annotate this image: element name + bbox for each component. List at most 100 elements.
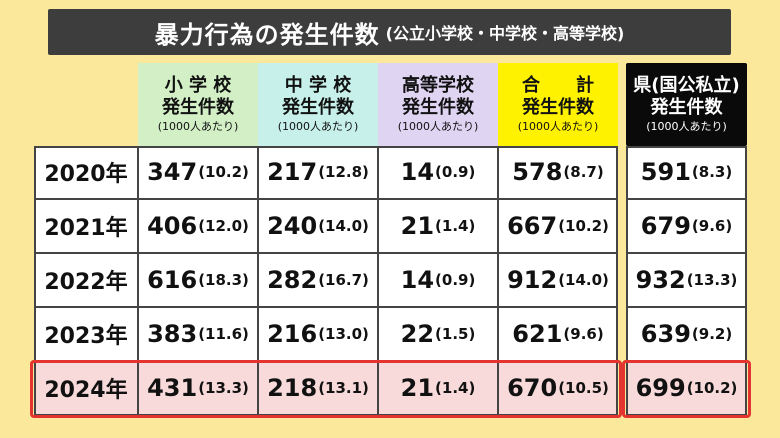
header-middle-line2: 発生件数 (282, 96, 354, 118)
total-rate: (9.6) (563, 325, 604, 343)
elementary-count: 431 (147, 374, 198, 402)
middle-cell: 282 (16.7) (258, 254, 378, 306)
middle-count: 217 (267, 158, 318, 186)
total-cell: 621 (9.6) (498, 308, 618, 360)
high-count: 14 (400, 266, 435, 294)
prefecture-count: 679 (640, 212, 691, 240)
school-violence-table: 2020年 347 (10.2) 217 (12.8) 14 (0.9) 578 (8.… (34, 146, 618, 416)
year-cell: 2022年 (44, 270, 128, 295)
header-high-line3: (1000人あたり) (397, 119, 479, 133)
year-cell: 2020年 (44, 162, 128, 187)
prefecture-table: 591 (8.3) 679 (9.6) 932 (13.3) 639 (9.2) 699… (626, 146, 747, 416)
table-row-2021: 2021年 406 (12.0) 240 (14.0) 21 (1.4) 667 (10… (34, 200, 618, 254)
header-prefecture-line3: (1000人あたり) (646, 119, 727, 133)
total-cell: 912 (14.0) (498, 254, 618, 306)
prefecture-rate: (8.3) (691, 163, 733, 181)
elementary-cell: 616 (18.3) (138, 254, 258, 306)
elementary-count: 406 (147, 212, 198, 240)
header-total-line3: (1000人あたり) (517, 119, 599, 133)
high-cell: 21 (1.4) (378, 362, 498, 414)
middle-cell: 240 (14.0) (258, 200, 378, 252)
elementary-count: 616 (147, 266, 198, 294)
prefecture-cell: 932 (13.3) (626, 254, 747, 306)
elementary-cell: 406 (12.0) (138, 200, 258, 252)
prefecture-count: 591 (640, 158, 691, 186)
header-elementary-line2: 発生件数 (162, 96, 234, 118)
column-divider (257, 146, 259, 416)
total-count: 621 (512, 320, 563, 348)
year-cell: 2024年 (44, 378, 128, 403)
elementary-count: 383 (147, 320, 198, 348)
page-subtitle: (公立小学校・中学校・高等学校) (385, 24, 625, 43)
total-count: 912 (507, 266, 558, 294)
prefecture-count: 639 (640, 320, 691, 348)
total-rate: (14.0) (558, 271, 609, 289)
high-rate: (1.4) (435, 379, 476, 397)
header-prefecture-line2: 発生件数 (650, 96, 723, 118)
table-row-2020: 2020年 347 (10.2) 217 (12.8) 14 (0.9) 578 (8.… (34, 146, 618, 200)
column-divider (377, 146, 379, 416)
middle-cell: 217 (12.8) (258, 146, 378, 198)
middle-count: 218 (267, 374, 318, 402)
pref-row-2020: 591 (8.3) (626, 146, 747, 200)
header-middle-line3: (1000人あたり) (277, 119, 359, 133)
header-total-line1: 合 計 (522, 74, 594, 96)
table-row-2024: 2024年 431 (13.3) 218 (13.1) 21 (1.4) 670 (10… (34, 362, 618, 416)
prefecture-count: 932 (635, 266, 686, 294)
elementary-cell: 383 (11.6) (138, 308, 258, 360)
header-high-line2: 発生件数 (402, 96, 474, 118)
header-high-line1: 高等学校 (402, 74, 474, 96)
middle-cell: 216 (13.0) (258, 308, 378, 360)
pref-row-2024: 699 (10.2) (626, 362, 747, 416)
high-cell: 14 (0.9) (378, 254, 498, 306)
page-title: 暴力行為の発生件数 (154, 20, 380, 49)
middle-rate: (14.0) (318, 217, 369, 235)
high-count: 22 (400, 320, 435, 348)
high-count: 21 (400, 374, 435, 402)
high-rate: (1.5) (435, 325, 476, 343)
middle-rate: (12.8) (318, 163, 369, 181)
pref-row-2021: 679 (9.6) (626, 200, 747, 254)
year-cell: 2023年 (44, 324, 128, 349)
middle-rate: (16.7) (318, 271, 369, 289)
pref-row-2022: 932 (13.3) (626, 254, 747, 308)
total-count: 670 (507, 374, 558, 402)
header-prefecture: 県(国公私立) 発生件数 (1000人あたり) (626, 63, 747, 146)
prefecture-rate: (9.6) (691, 217, 733, 235)
middle-count: 240 (267, 212, 318, 240)
total-cell: 667 (10.2) (498, 200, 618, 252)
prefecture-rate: (13.3) (686, 271, 738, 289)
high-rate: (1.4) (435, 217, 476, 235)
header-elementary-line3: (1000人あたり) (157, 119, 239, 133)
pref-row-2023: 639 (9.2) (626, 308, 747, 362)
elementary-count: 347 (147, 158, 198, 186)
total-count: 578 (512, 158, 563, 186)
prefecture-cell: 639 (9.2) (626, 308, 747, 360)
high-count: 21 (400, 212, 435, 240)
high-rate: (0.9) (435, 271, 476, 289)
total-rate: (8.7) (563, 163, 604, 181)
prefecture-cell: 679 (9.6) (626, 200, 747, 252)
middle-rate: (13.1) (318, 379, 369, 397)
year-cell: 2021年 (44, 216, 128, 241)
total-cell: 578 (8.7) (498, 146, 618, 198)
prefecture-cell: 591 (8.3) (626, 146, 747, 198)
header-elementary-line1: 小 学 校 (164, 74, 232, 96)
header-middle: 中 学 校 発生件数 (1000人あたり) (258, 63, 378, 146)
high-cell: 22 (1.5) (378, 308, 498, 360)
total-count: 667 (507, 212, 558, 240)
middle-cell: 218 (13.1) (258, 362, 378, 414)
high-cell: 14 (0.9) (378, 146, 498, 198)
high-rate: (0.9) (435, 163, 476, 181)
header-elementary: 小 学 校 発生件数 (1000人あたり) (138, 63, 258, 146)
high-cell: 21 (1.4) (378, 200, 498, 252)
total-rate: (10.5) (558, 379, 609, 397)
header-prefecture-line1: 県(国公私立) (633, 74, 740, 96)
table-row-2023: 2023年 383 (11.6) 216 (13.0) 22 (1.5) 621 (9.… (34, 308, 618, 362)
elementary-cell: 347 (10.2) (138, 146, 258, 198)
elementary-rate: (10.2) (198, 163, 249, 181)
prefecture-cell: 699 (10.2) (626, 362, 747, 414)
elementary-cell: 431 (13.3) (138, 362, 258, 414)
middle-rate: (13.0) (318, 325, 369, 343)
elementary-rate: (11.6) (198, 325, 249, 343)
